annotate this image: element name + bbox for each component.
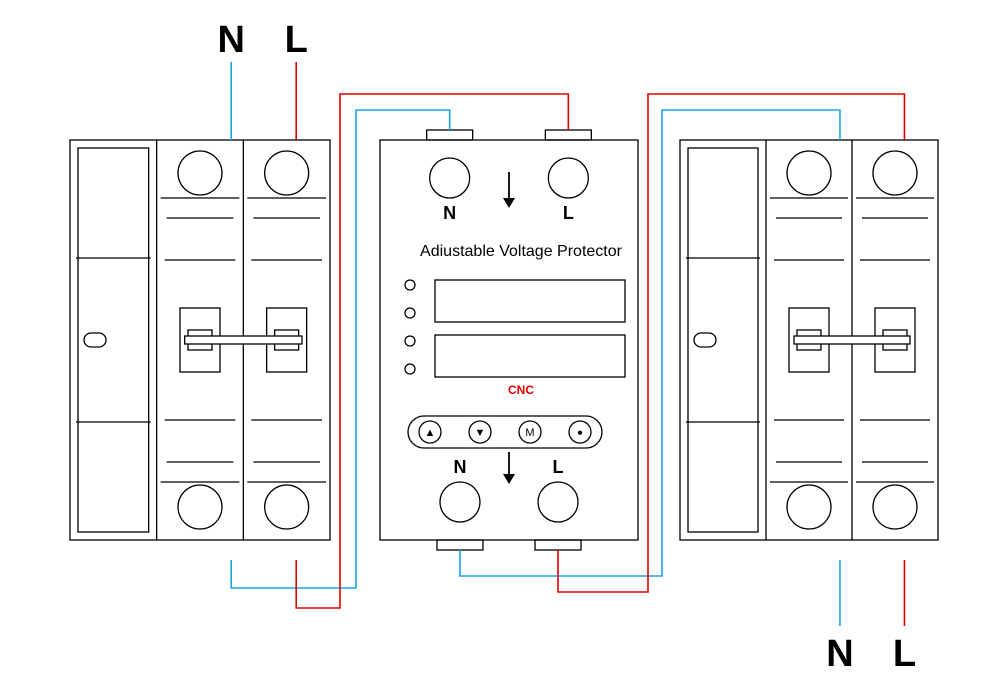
protector-title: Adiustable Voltage Protector (420, 243, 623, 260)
voltage-protector: N L Adiustable Voltage Protector CNC ▲ ▼ M ● N L (380, 130, 638, 550)
svg-text:M: M (525, 427, 534, 439)
output-label-L: L (893, 633, 916, 675)
svg-text:N: N (443, 203, 456, 223)
svg-text:▲: ▲ (425, 427, 436, 439)
input-label-N: N (217, 19, 244, 61)
svg-text:N: N (453, 457, 466, 477)
brand-label: CNC (508, 383, 534, 397)
wire-left-to-prot-L (296, 94, 568, 608)
svg-text:●: ● (577, 428, 583, 439)
input-label-L: L (285, 19, 308, 61)
breaker-right (680, 140, 938, 540)
svg-text:▼: ▼ (475, 427, 486, 439)
svg-text:L: L (553, 457, 564, 477)
breaker-left (70, 140, 330, 540)
wire-prot-to-right-N (460, 110, 840, 576)
output-label-N: N (826, 633, 853, 675)
svg-text:L: L (563, 203, 574, 223)
